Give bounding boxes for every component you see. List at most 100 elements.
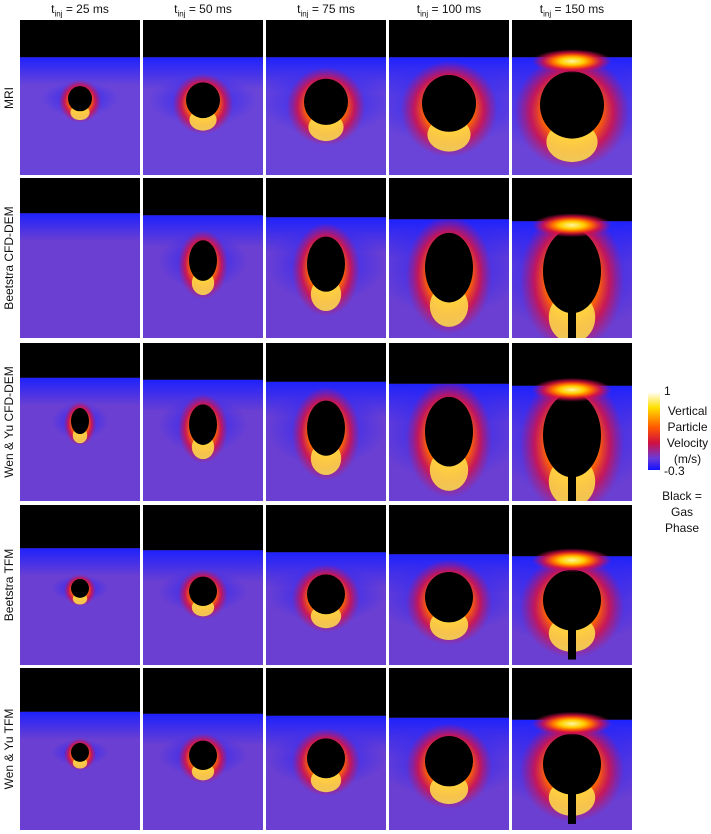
freeboard: [266, 668, 386, 716]
header-base: t: [174, 2, 178, 16]
freeboard: [389, 20, 509, 58]
wake-tail: [568, 627, 576, 660]
panel: [389, 343, 509, 501]
panel: [143, 505, 263, 665]
panel: [20, 20, 140, 175]
freeboard: [389, 505, 509, 555]
panel: [389, 505, 509, 665]
row-label: Wen & Yu TFM: [2, 708, 16, 790]
header-rest: = 150 ms: [551, 2, 605, 16]
surface-glow: [532, 377, 612, 402]
freeboard: [512, 668, 632, 720]
bubble: [307, 400, 345, 456]
row-label: Beetstra TFM: [2, 548, 16, 622]
bubble: [307, 574, 345, 615]
blue-band: [20, 213, 140, 242]
freeboard: [20, 178, 140, 214]
bubble: [189, 404, 217, 445]
surface-glow: [532, 711, 612, 736]
freeboard: [143, 505, 263, 551]
panel: [143, 668, 263, 830]
row-label: MRI: [2, 86, 16, 109]
header-base: t: [539, 2, 544, 16]
header-subscript: inj: [300, 9, 309, 19]
colorbar: [648, 392, 660, 470]
freeboard: [389, 178, 509, 220]
freeboard: [266, 20, 386, 58]
wake-tail: [568, 309, 576, 338]
header-rest: = 50 ms: [185, 2, 232, 16]
column-header: tinj = 100 ms: [389, 2, 509, 18]
panel: [266, 505, 386, 665]
header-base: t: [51, 2, 55, 16]
panel: [512, 178, 632, 338]
bubble: [543, 569, 601, 631]
row-label: Wen & Yu CFD-DEM: [2, 366, 16, 478]
freeboard: [266, 178, 386, 218]
bubble: [543, 733, 601, 795]
header-subscript: inj: [54, 9, 63, 19]
panel: [389, 178, 509, 338]
surface-glow: [532, 213, 612, 238]
wake-tail: [568, 791, 576, 824]
freeboard: [266, 505, 386, 553]
gas-phase-note: Black = Gas Phase: [662, 489, 702, 535]
column-header: tinj = 25 ms: [20, 2, 140, 18]
panel: [266, 20, 386, 175]
panel: [20, 505, 140, 665]
bubble: [425, 572, 473, 623]
freeboard: [389, 343, 509, 384]
freeboard: [389, 668, 509, 718]
row-label: Beetstra CFD-DEM: [2, 206, 16, 310]
bubble: [307, 236, 345, 292]
panel: [512, 20, 632, 175]
bubble: [71, 742, 89, 762]
header-rest: = 25 ms: [62, 2, 109, 16]
panel: [143, 178, 263, 338]
wake-tail: [568, 473, 576, 501]
header-subscript: inj: [420, 9, 429, 19]
bubble: [186, 82, 220, 119]
colorbar-label: Vertical Particle Velocity (m/s): [666, 404, 709, 466]
surface-glow: [532, 49, 612, 74]
freeboard: [20, 343, 140, 378]
panel: [266, 668, 386, 830]
bubble: [425, 396, 473, 467]
bubble: [543, 393, 601, 478]
freeboard: [20, 505, 140, 549]
column-header: tinj = 150 ms: [512, 2, 632, 18]
freeboard: [143, 343, 263, 380]
panel: [512, 668, 632, 830]
panel: [20, 178, 140, 338]
header-subscript: inj: [177, 9, 186, 19]
panel: [389, 668, 509, 830]
bubble: [68, 86, 92, 112]
bubble: [422, 75, 476, 132]
panel: [266, 343, 386, 501]
freeboard: [512, 505, 632, 557]
panel: [266, 178, 386, 338]
bubble: [189, 240, 217, 281]
column-header: tinj = 75 ms: [266, 2, 386, 18]
bubble: [540, 71, 604, 139]
bubble: [425, 232, 473, 303]
bubble: [71, 578, 89, 598]
column-header: tinj = 50 ms: [143, 2, 263, 18]
bubble: [189, 576, 217, 607]
blue-band: [20, 548, 140, 577]
colorbar-min: -0.3: [664, 464, 685, 478]
freeboard: [143, 178, 263, 216]
freeboard: [143, 668, 263, 714]
blue-band: [20, 377, 140, 406]
bubble: [425, 736, 473, 787]
bubble: [307, 738, 345, 779]
blue-band: [20, 711, 140, 740]
freeboard: [20, 668, 140, 712]
bubble: [543, 229, 601, 314]
header-rest: = 100 ms: [428, 2, 482, 16]
panel: [512, 505, 632, 665]
header-base: t: [416, 2, 421, 16]
header-rest: = 75 ms: [308, 2, 355, 16]
